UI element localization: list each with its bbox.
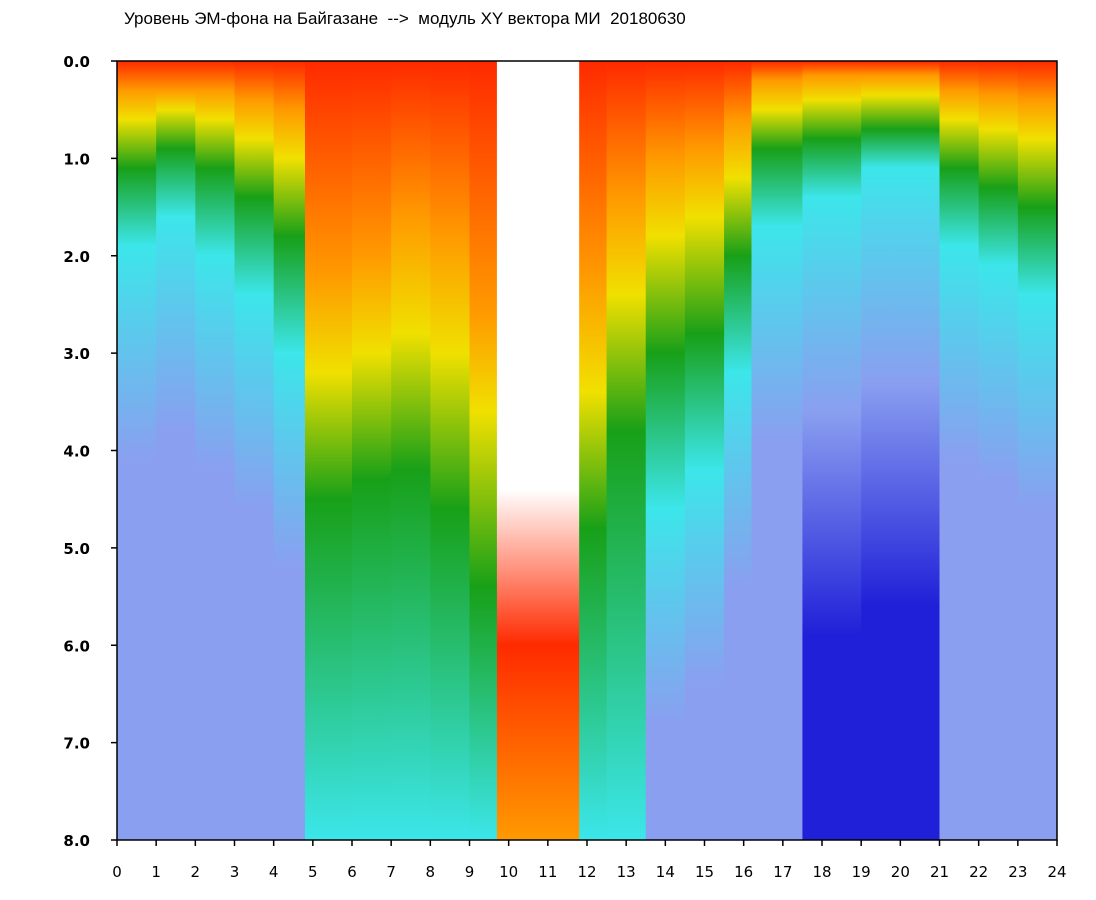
x-tick-label: 20 (891, 863, 910, 881)
y-tick-label: 8.0 (63, 832, 90, 850)
heatmap-band (645, 61, 686, 840)
y-tick-label: 7.0 (63, 735, 90, 753)
x-tick-label: 3 (230, 863, 240, 881)
x-tick-label: 4 (269, 863, 279, 881)
x-tick-label: 17 (773, 863, 792, 881)
x-tick-label: 10 (499, 863, 518, 881)
heatmap-band (496, 61, 521, 840)
x-tick-label: 23 (1008, 863, 1027, 881)
x-tick-label: 15 (695, 863, 714, 881)
y-tick-label: 4.0 (63, 443, 90, 461)
heatmap-band (273, 61, 306, 840)
x-tick-label: 16 (734, 863, 753, 881)
y-tick-label: 1.0 (63, 150, 90, 168)
y-axis: 0.0 1.0 2.0 3.0 4.0 5.0 6.0 7.0 8.0 (63, 53, 117, 850)
heatmap-band (352, 61, 392, 840)
heatmap-bands (117, 61, 1058, 840)
heatmap-band (305, 61, 353, 840)
heatmap-band (234, 61, 275, 840)
heatmap-band (724, 61, 752, 840)
heatmap-band (606, 61, 647, 840)
x-tick-label: 7 (386, 863, 396, 881)
x-tick-label: 11 (538, 863, 557, 881)
x-tick-label: 19 (852, 863, 871, 881)
heatmap-band (391, 61, 431, 840)
y-tick-label: 5.0 (63, 540, 90, 558)
x-tick-label: 1 (151, 863, 161, 881)
x-tick-label: 8 (426, 863, 436, 881)
heatmap-band (861, 61, 940, 840)
x-tick-label: 18 (812, 863, 831, 881)
x-tick-label: 14 (656, 863, 675, 881)
heatmap-band (684, 61, 725, 840)
heatmap-band (156, 61, 196, 840)
x-tick-label: 2 (191, 863, 201, 881)
heatmap-band (195, 61, 235, 840)
x-tick-label: 21 (930, 863, 949, 881)
y-tick-label: 6.0 (63, 637, 90, 655)
x-tick-label: 9 (465, 863, 475, 881)
x-axis: 0 1 2 3 4 5 6 7 8 9 10 11 12 13 14 15 16 17 18 19 20 21 22 23 24 (112, 840, 1067, 881)
heatmap-band (1017, 61, 1058, 840)
heatmap-band (579, 61, 608, 840)
x-tick-label: 13 (617, 863, 636, 881)
y-tick-label: 0.0 (63, 53, 90, 71)
heatmap-band (469, 61, 498, 840)
chart-title: Уровень ЭМ-фона на Байгазане --> модуль … (124, 9, 686, 28)
heatmap-band (520, 61, 580, 840)
heatmap-band (430, 61, 470, 840)
x-tick-label: 0 (112, 863, 122, 881)
y-tick-label: 3.0 (63, 345, 90, 363)
x-tick-label: 12 (577, 863, 596, 881)
y-tick-label: 2.0 (63, 248, 90, 266)
x-tick-label: 22 (969, 863, 988, 881)
heatmap-band (978, 61, 1019, 840)
heatmap-band (802, 61, 862, 840)
x-tick-label: 24 (1047, 863, 1066, 881)
x-tick-label: 6 (347, 863, 357, 881)
heatmap-band (939, 61, 980, 840)
heatmap-band (117, 61, 157, 840)
x-tick-label: 5 (308, 863, 318, 881)
heatmap-band (751, 61, 803, 840)
